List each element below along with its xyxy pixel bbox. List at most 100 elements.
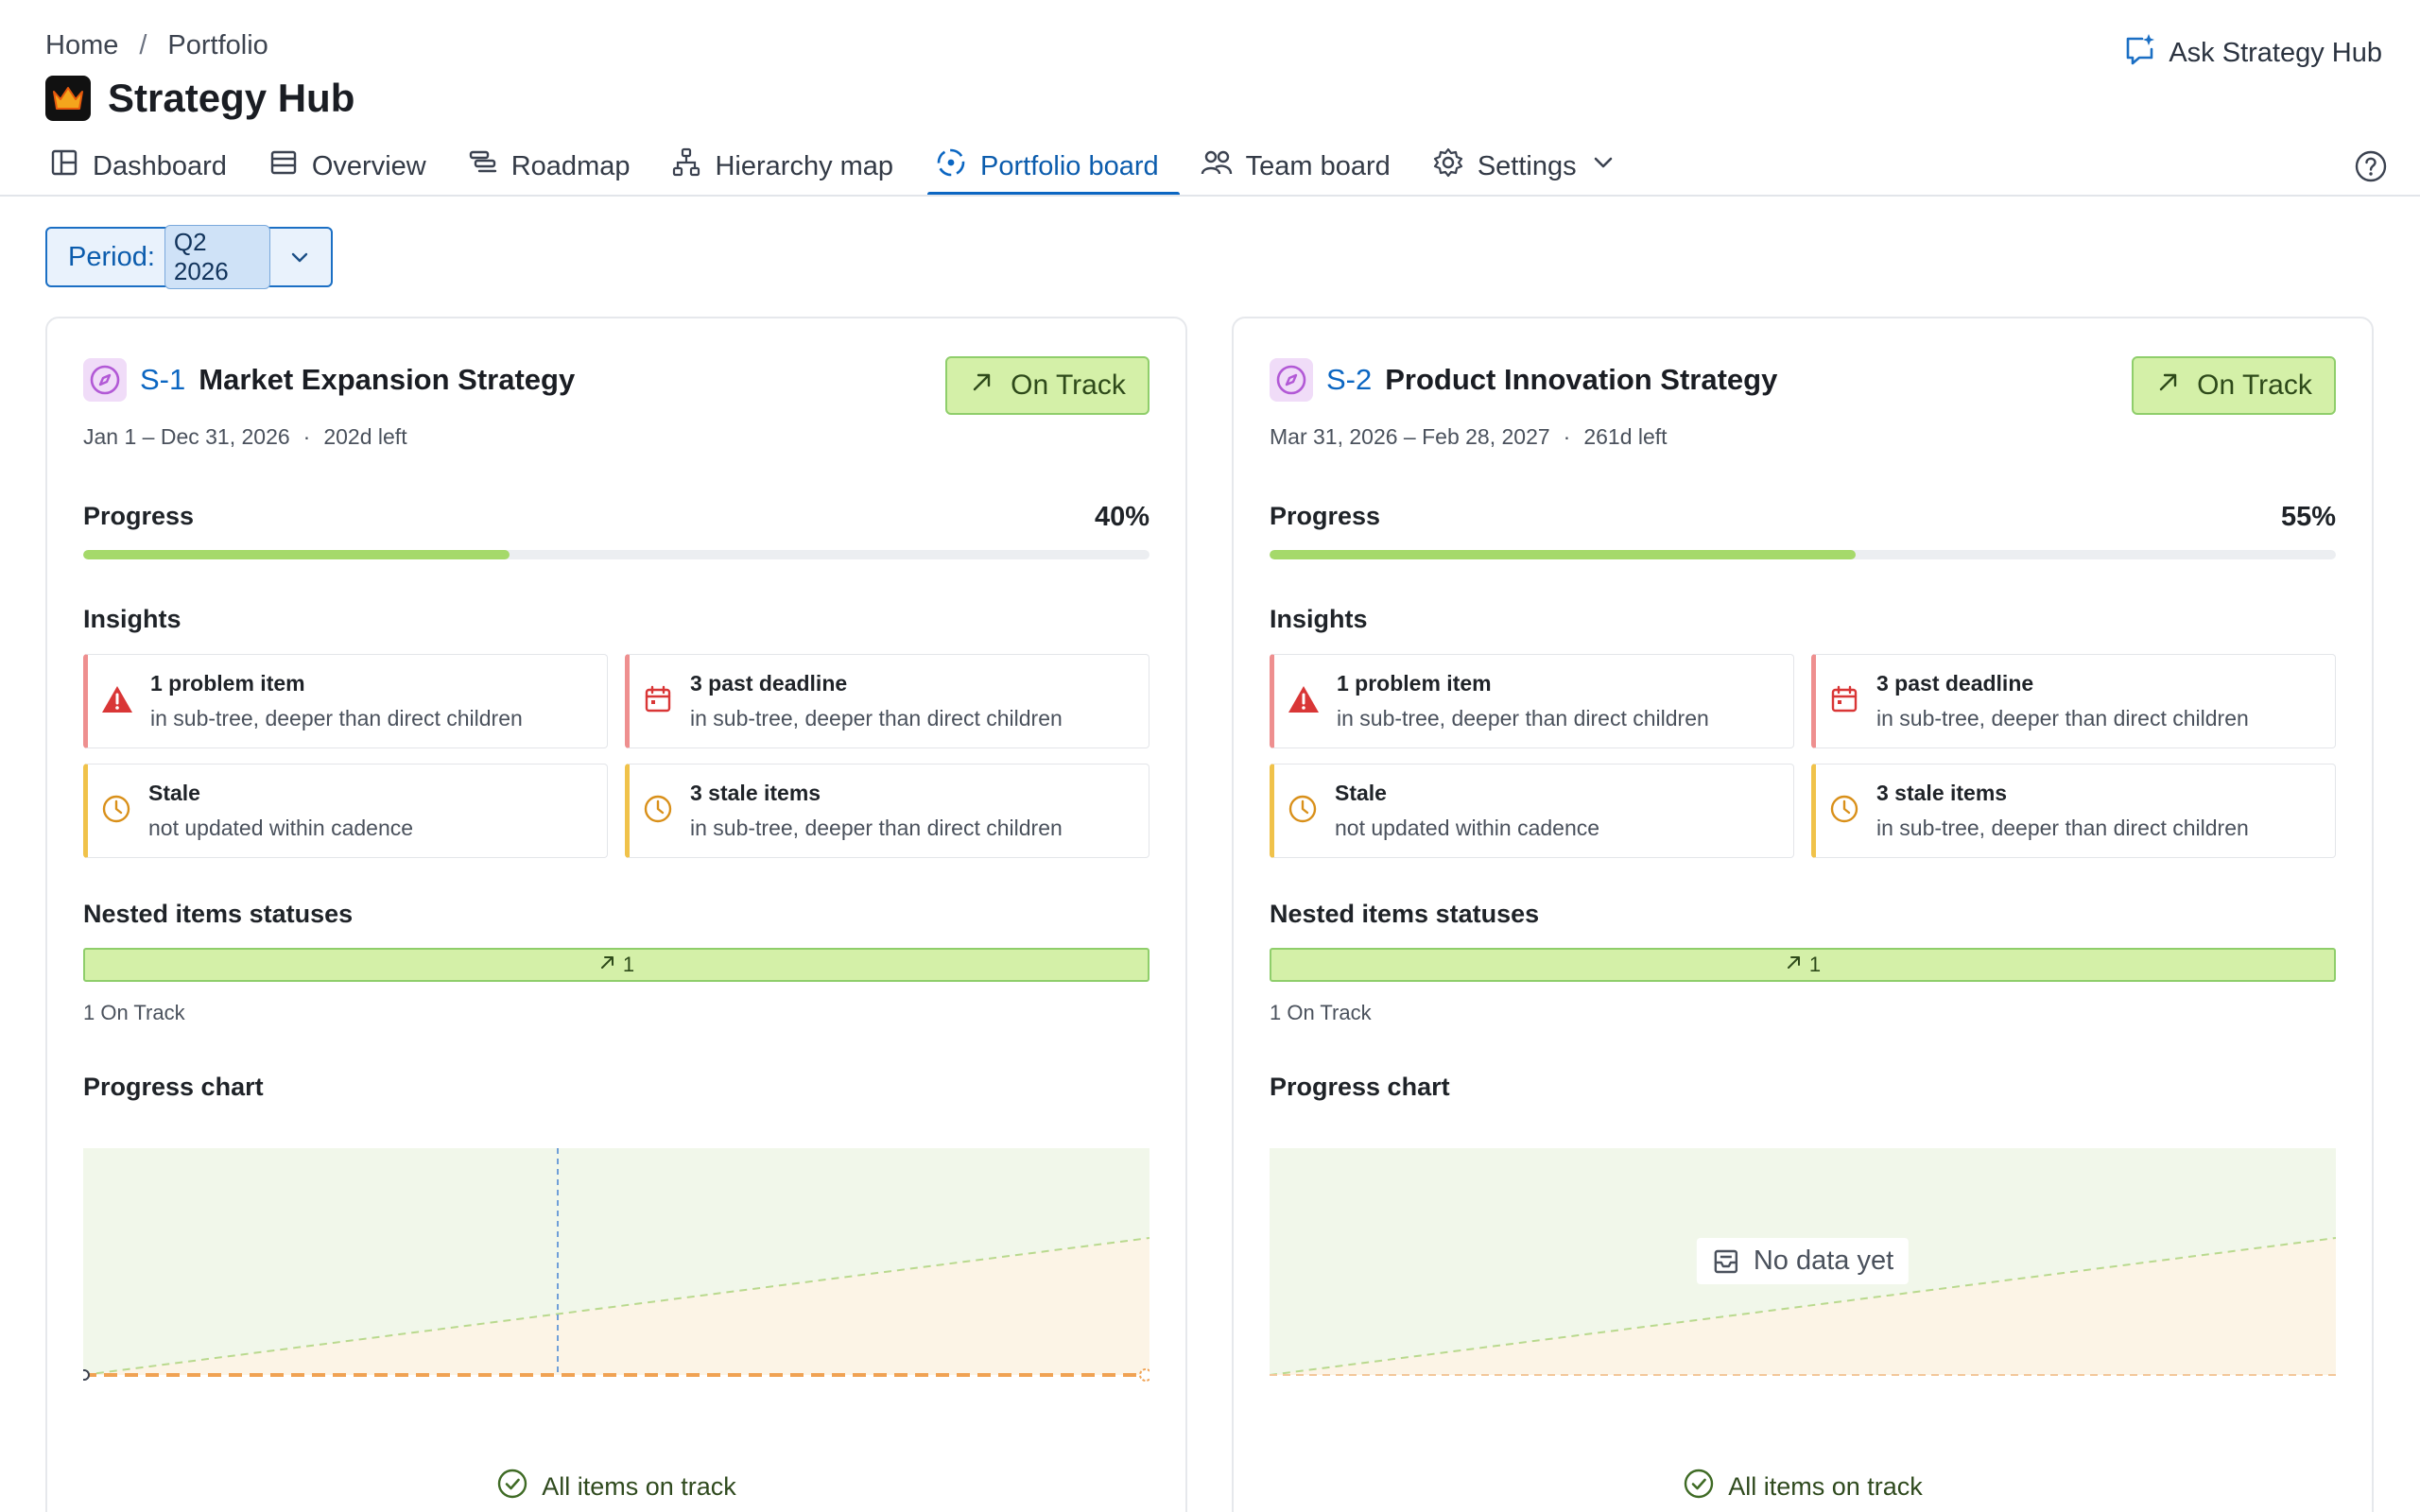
tab-team-board[interactable]: Team board [1197, 142, 1408, 191]
status-label: On Track [2197, 369, 2312, 401]
tab-overview[interactable]: Overview [265, 142, 443, 191]
strategy-card-s-2: S-2 Product Innovation Strategy On Track… [1232, 317, 2374, 1512]
all-items-on-track-label: All items on track [1728, 1472, 1923, 1501]
insight-title: 3 past deadline [690, 671, 848, 696]
insight-subtitle: in sub-tree, deeper than direct children [1876, 706, 2249, 730]
progress-chart [83, 1148, 1150, 1432]
insight-subtitle: in sub-tree, deeper than direct children [1876, 816, 2249, 840]
ai-chat-icon [2123, 32, 2157, 74]
insight-text: 3 stale items in sub-tree, deeper than di… [1876, 781, 2249, 841]
insight-text: 3 stale items in sub-tree, deeper than di… [690, 781, 1063, 841]
progress-chart-label: Progress chart [1270, 1073, 1450, 1101]
nested-status-bar[interactable]: 1 [1270, 948, 2336, 982]
progress-chart: No data yet [1270, 1148, 2336, 1432]
insight-subtitle: in sub-tree, deeper than direct children [690, 816, 1063, 840]
progress-percent: 40% [1094, 502, 1150, 532]
strategy-card-s-1: S-1 Market Expansion Strategy On Track J… [45, 317, 1187, 1512]
strategy-card-header: S-1 Market Expansion Strategy [83, 358, 575, 402]
all-items-on-track-label: All items on track [542, 1472, 736, 1501]
tab-hierarchy-map[interactable]: Hierarchy map [667, 142, 910, 191]
tab-overview-label: Overview [311, 150, 426, 181]
nested-statuses-label: Nested items statuses [83, 900, 354, 928]
insight-text: 3 past deadline in sub-tree, deeper than … [690, 671, 1063, 731]
insight-title: 3 past deadline [1876, 671, 2034, 696]
insight-title: 3 stale items [1876, 781, 2008, 805]
tab-dashboard-label: Dashboard [93, 150, 227, 181]
target-icon [935, 146, 967, 186]
progress-chart-plot [1270, 1148, 2336, 1376]
date-range: Jan 1 – Dec 31, 2026 · 202d left [83, 424, 407, 450]
period-filter[interactable]: Period: Q2 2026 [45, 225, 333, 289]
insight-card[interactable]: Stale not updated within cadence [1270, 764, 1794, 858]
arrow-up-right-icon [1785, 953, 1804, 977]
breadcrumb-portfolio-link[interactable]: Portfolio [167, 29, 268, 60]
insight-title: 1 problem item [1337, 671, 1492, 696]
insights-label: Insights [83, 605, 182, 633]
insight-card[interactable]: 3 past deadline in sub-tree, deeper than … [625, 654, 1150, 748]
status-button[interactable]: On Track [945, 356, 1150, 415]
insight-text: Stale not updated within cadence [148, 781, 413, 841]
breadcrumb-separator: / [139, 29, 147, 60]
nested-status-bar[interactable]: 1 [83, 948, 1150, 982]
tab-settings-label: Settings [1477, 150, 1577, 181]
nested-on-track-count: 1 [622, 953, 635, 976]
insight-card[interactable]: 1 problem item in sub-tree, deeper than d… [83, 654, 608, 748]
tab-dashboard[interactable]: Dashboard [45, 142, 244, 191]
insight-card[interactable]: 1 problem item in sub-tree, deeper than d… [1270, 654, 1794, 748]
breadcrumb: Home / Portfolio [45, 28, 268, 62]
chart-start-point [83, 1369, 90, 1381]
tab-portfolio-board[interactable]: Portfolio board [927, 142, 1180, 197]
insight-subtitle: not updated within cadence [1335, 816, 1600, 840]
status-label: On Track [1011, 369, 1126, 401]
arrow-up-right-icon [2155, 369, 2182, 403]
date-range: Mar 31, 2026 – Feb 28, 2027 · 261d left [1270, 424, 1668, 450]
chevron-down-icon [1590, 149, 1616, 183]
check-circle-icon [1683, 1468, 1715, 1506]
insight-card[interactable]: 3 stale items in sub-tree, deeper than di… [625, 764, 1150, 858]
nested-status-caption: 1 On Track [83, 1001, 185, 1024]
tab-hierarchy-map-label: Hierarchy map [715, 150, 894, 181]
progress-bar-fill [1270, 550, 1857, 559]
insight-subtitle: in sub-tree, deeper than direct children [150, 706, 523, 730]
progress-bar-fill [83, 550, 510, 559]
date-separator: · [1563, 424, 1571, 449]
check-circle-icon [496, 1468, 528, 1506]
tab-portfolio-board-label: Portfolio board [980, 150, 1159, 181]
progress-percent: 55% [2280, 502, 2336, 532]
insights-grid: 1 problem item in sub-tree, deeper than d… [83, 654, 1150, 858]
insight-subtitle: in sub-tree, deeper than direct children [1337, 706, 1709, 730]
chart-end-point [1139, 1368, 1150, 1382]
status-button[interactable]: On Track [2132, 356, 2336, 415]
insight-subtitle: not updated within cadence [148, 816, 414, 840]
team-icon [1201, 147, 1233, 185]
page-title: Strategy Hub [108, 76, 355, 120]
strategy-id-link[interactable]: S-1 [140, 363, 186, 396]
compass-icon [1270, 358, 1313, 402]
strategy-card-header: S-2 Product Innovation Strategy [1270, 358, 1777, 402]
insight-text: 1 problem item in sub-tree, deeper than d… [1337, 671, 1709, 731]
warning-icon [101, 684, 133, 719]
tab-bar-divider [0, 195, 2420, 197]
empty-inbox-icon [1712, 1247, 1740, 1276]
no-data-label: No data yet [1753, 1246, 1894, 1276]
insight-card[interactable]: 3 stale items in sub-tree, deeper than di… [1811, 764, 2336, 858]
date-separator: · [302, 424, 311, 449]
roadmap-icon [468, 147, 498, 185]
insight-subtitle: in sub-tree, deeper than direct children [690, 706, 1063, 730]
insight-card[interactable]: 3 past deadline in sub-tree, deeper than … [1811, 654, 2336, 748]
help-button[interactable] [2352, 149, 2390, 187]
progress-chart-label: Progress chart [83, 1073, 264, 1101]
progress-chart-plot [83, 1148, 1150, 1382]
tab-settings[interactable]: Settings [1428, 142, 1634, 191]
list-icon [268, 147, 299, 185]
ask-strategy-hub-button[interactable]: Ask Strategy Hub [2123, 32, 2382, 74]
breadcrumb-home-link[interactable]: Home [45, 29, 119, 60]
insight-title: Stale [148, 781, 200, 805]
date-range-text: Jan 1 – Dec 31, 2026 [83, 424, 290, 449]
all-items-on-track-status: All items on track [1234, 1468, 2372, 1506]
calendar-icon [643, 684, 673, 719]
strategy-id-link[interactable]: S-2 [1326, 363, 1373, 396]
tab-roadmap[interactable]: Roadmap [464, 142, 648, 191]
insight-card[interactable]: Stale not updated within cadence [83, 764, 608, 858]
strategy-name: Market Expansion Strategy [199, 363, 576, 396]
